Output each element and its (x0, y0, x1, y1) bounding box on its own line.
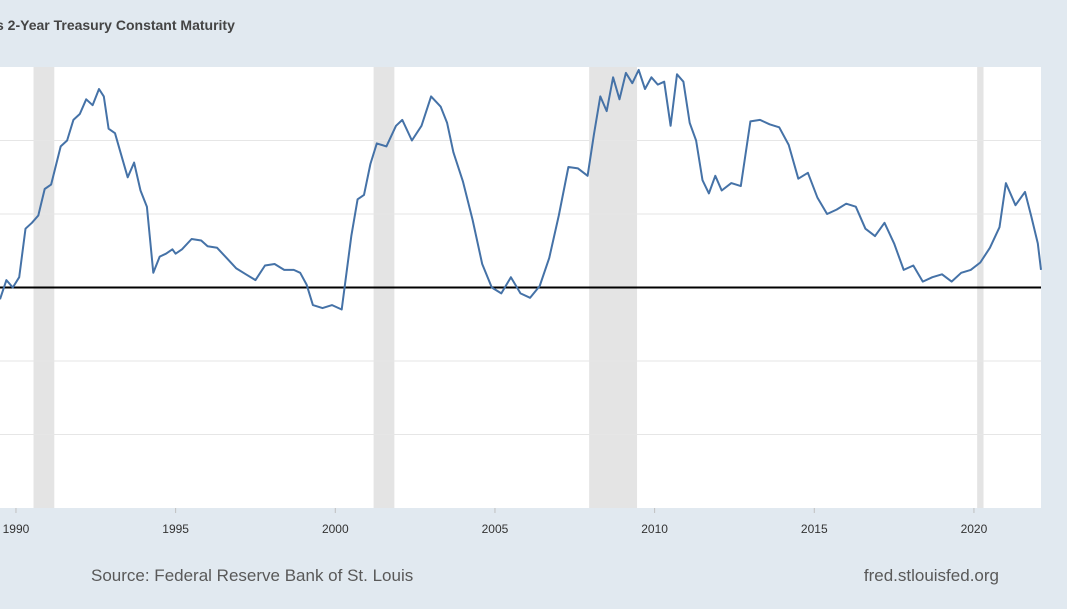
series-line-1[interactable] (0, 68, 1042, 311)
x-tick-label-2015: 2015 (801, 522, 828, 536)
x-axis-ticks: 1990 1995 2000 2005 2010 2015 2020 (3, 508, 988, 536)
footer-source: Source: Federal Reserve Bank of St. Loui… (91, 566, 414, 585)
footer-url-link[interactable]: fred.stlouisfed.org (863, 566, 999, 585)
x-tick-label-1995: 1995 (162, 522, 189, 536)
x-tick-label-2005: 2005 (482, 522, 509, 536)
series-layer (0, 68, 1042, 311)
x-tick-label-2020: 2020 (961, 522, 988, 536)
chart-title: s 2-Year Treasury Constant Maturity (0, 17, 235, 33)
x-tick-label-2010: 2010 (641, 522, 668, 536)
x-tick-label-2000: 2000 (322, 522, 349, 536)
x-tick-label-1990: 1990 (3, 522, 30, 536)
